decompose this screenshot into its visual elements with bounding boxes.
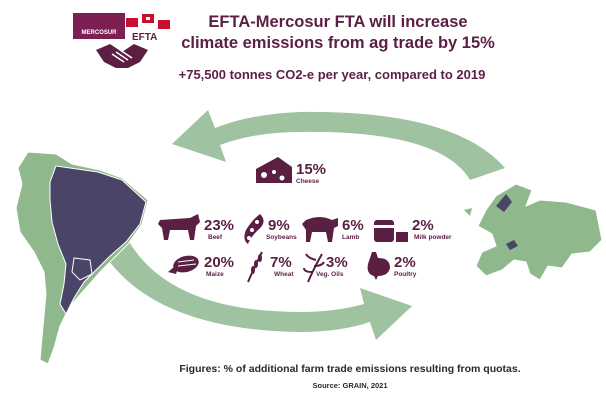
chicken-icon: [367, 252, 390, 280]
cheese-icon: [256, 157, 292, 183]
wheat-label: Wheat: [274, 271, 294, 278]
oil-plant-icon: [303, 253, 325, 283]
mercosur-countries: [49, 165, 147, 316]
veg-oils-label: Veg. Oils: [316, 271, 344, 278]
mercosur-logo: MERCOSUR: [72, 12, 126, 40]
maize-pct: 20%: [204, 254, 235, 271]
soybean-icon: [244, 214, 264, 244]
wheat-icon: [247, 251, 263, 283]
lamb-pct: 6%: [342, 217, 364, 234]
efta-logo: EFTA: [122, 14, 174, 50]
top-arrow: [172, 110, 505, 180]
lamb-icon: [302, 217, 338, 242]
soybeans-pct: 9%: [268, 217, 290, 234]
milk-powder-pct: 2%: [412, 217, 434, 234]
page-title: EFTA-Mercosur FTA will increase climate …: [181, 13, 495, 52]
poultry-label: Poultry: [394, 271, 417, 278]
cheese-pct: 15%: [296, 161, 327, 178]
efta-logo-text: EFTA: [132, 32, 158, 43]
bottom-arrow: [100, 240, 412, 340]
source-note: Source: GRAIN, 2021: [312, 381, 388, 390]
soybeans-label: Soybeans: [266, 234, 297, 241]
page-subtitle: +75,500 tonnes CO2-e per year, compared …: [178, 67, 486, 82]
handshake-icon: [96, 44, 148, 68]
wheat-pct: 7%: [270, 254, 292, 271]
south-america-map: [15, 151, 149, 365]
beef-label: Beef: [208, 234, 223, 241]
efta-flags-icon: [126, 14, 170, 29]
europe-map: [464, 183, 603, 281]
maize-icon: [168, 255, 199, 274]
lamb-label: Lamb: [342, 234, 360, 241]
figures-note: Figures: % of additional farm trade emis…: [179, 363, 521, 375]
mercosur-logo-text: MERCOSUR: [81, 30, 117, 36]
cow-icon: [158, 214, 200, 240]
poultry-pct: 2%: [394, 254, 416, 271]
beef-pct: 23%: [204, 217, 235, 234]
milk-powder-label: Milk powder: [414, 234, 452, 241]
maize-label: Maize: [206, 271, 224, 278]
cheese-label: Cheese: [296, 178, 320, 185]
veg-oils-pct: 3%: [326, 254, 348, 271]
milk-can-icon: [374, 220, 408, 242]
